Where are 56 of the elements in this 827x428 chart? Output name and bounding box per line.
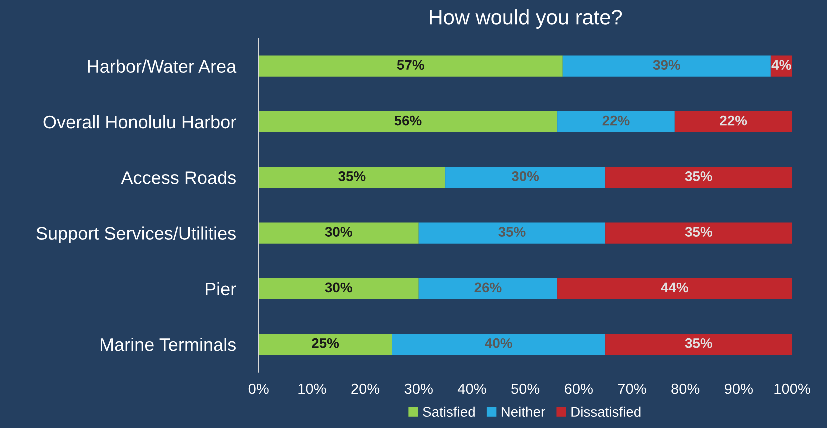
bar bbox=[606, 334, 792, 356]
y-tick-label: Marine Terminals bbox=[100, 338, 236, 352]
bar bbox=[562, 56, 771, 77]
data-label: 40% bbox=[485, 338, 512, 348]
x-tick-label: 100% bbox=[774, 384, 810, 394]
bar bbox=[258, 56, 563, 77]
bar bbox=[258, 167, 446, 188]
y-tick-label: Harbor/Water Area bbox=[88, 60, 237, 74]
x-tick-label: 80% bbox=[672, 384, 700, 394]
bar bbox=[258, 222, 419, 244]
bar bbox=[258, 278, 419, 300]
x-tick-label: 30% bbox=[404, 384, 433, 394]
data-label: 25% bbox=[312, 338, 340, 348]
data-label: 4% bbox=[772, 60, 792, 70]
data-label: 30% bbox=[325, 282, 352, 293]
bar bbox=[558, 278, 792, 300]
y-tick-label: Support Services/Utilities bbox=[36, 226, 236, 244]
legend-label: Dissatisfied bbox=[572, 406, 641, 418]
legend-label: Satisfied bbox=[423, 406, 475, 418]
x-tick-label: 50% bbox=[512, 384, 540, 394]
bar bbox=[392, 334, 606, 356]
chart-title: How would you rate? bbox=[430, 10, 622, 29]
bar bbox=[418, 222, 606, 244]
bar bbox=[258, 334, 392, 356]
data-label: 26% bbox=[474, 282, 502, 293]
x-tick-label: 70% bbox=[618, 384, 646, 394]
bar bbox=[606, 167, 792, 188]
x-tick-label: 60% bbox=[565, 384, 593, 394]
data-label: 30% bbox=[325, 227, 352, 238]
data-label: 22% bbox=[720, 116, 748, 126]
bar bbox=[606, 222, 792, 244]
x-tick-label: 0% bbox=[248, 384, 269, 394]
data-label: 56% bbox=[394, 116, 422, 126]
y-tick-label: Access Roads bbox=[121, 171, 236, 184]
bar bbox=[558, 111, 675, 133]
y-tick-label: Pier bbox=[206, 282, 236, 296]
x-tick-label: 90% bbox=[725, 384, 753, 394]
legend-label: Neither bbox=[502, 406, 546, 418]
data-label: 35% bbox=[685, 227, 712, 238]
y-tick-label: Overall Honolulu Harbor bbox=[44, 115, 236, 129]
data-label: 35% bbox=[685, 172, 712, 182]
data-label: 35% bbox=[685, 338, 712, 348]
bar bbox=[446, 167, 606, 188]
x-tick-label: 20% bbox=[352, 384, 380, 394]
data-label: 44% bbox=[661, 282, 688, 293]
data-label: 35% bbox=[338, 172, 366, 182]
data-label: 22% bbox=[602, 116, 630, 126]
bar bbox=[674, 111, 792, 133]
x-tick-label: 10% bbox=[298, 384, 326, 394]
data-label: 57% bbox=[397, 60, 424, 70]
data-label: 35% bbox=[498, 227, 526, 238]
data-label: 30% bbox=[512, 172, 540, 182]
x-tick-label: 40% bbox=[458, 384, 486, 394]
bar bbox=[418, 278, 558, 300]
bar bbox=[258, 111, 558, 133]
data-label: 39% bbox=[653, 60, 680, 70]
